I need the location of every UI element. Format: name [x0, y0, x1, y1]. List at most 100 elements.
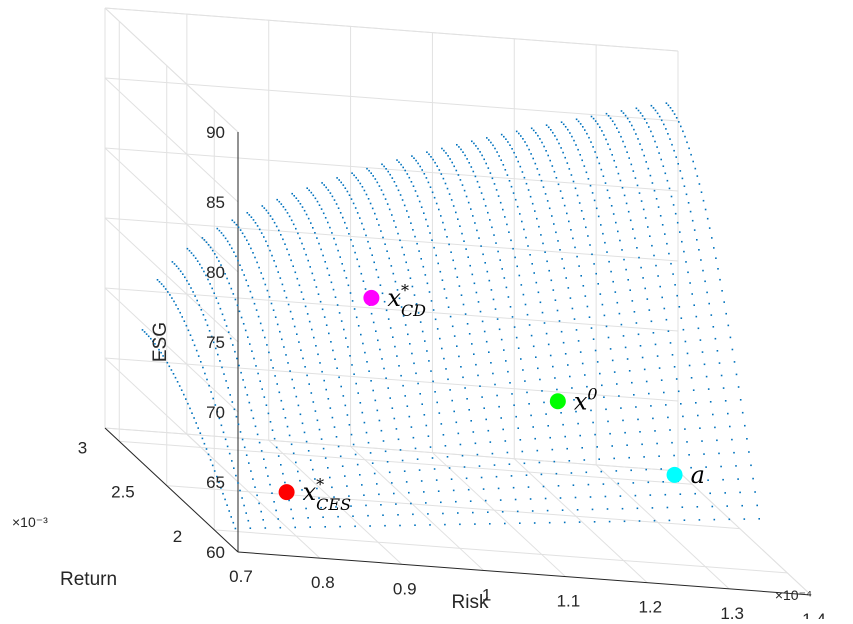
surface-point	[619, 239, 621, 242]
surface-point	[382, 193, 385, 196]
surface-point	[258, 502, 260, 505]
surface-point	[279, 277, 282, 279]
surface-point	[320, 506, 322, 509]
grid-line	[677, 470, 812, 596]
surface-point	[380, 429, 383, 432]
surface-point	[242, 379, 244, 381]
surface-point	[466, 398, 468, 400]
surface-point	[720, 374, 723, 377]
surface-point	[262, 277, 265, 280]
surface-point	[272, 309, 275, 311]
surface-point	[506, 174, 509, 176]
esg-tick-label: 60	[206, 543, 225, 562]
surface-point	[709, 401, 712, 403]
surface-point	[380, 230, 382, 232]
surface-point	[318, 204, 321, 206]
surface-point	[574, 246, 576, 249]
surface-point	[486, 137, 488, 139]
surface-point	[253, 357, 255, 360]
surface-point	[530, 153, 532, 155]
surface-point	[663, 123, 665, 126]
surface-point	[681, 177, 684, 180]
surface-point	[181, 316, 183, 318]
surface-point	[550, 129, 552, 131]
surface-point	[351, 364, 353, 366]
surface-point	[532, 157, 534, 160]
surface-point	[682, 130, 684, 133]
surface-point	[312, 468, 314, 471]
surface-point	[182, 273, 184, 275]
surface-point	[206, 324, 209, 327]
surface-point	[491, 452, 494, 455]
surface-point	[384, 198, 387, 200]
surface-point	[665, 128, 667, 130]
surface-point	[563, 521, 566, 524]
surface-point	[671, 354, 674, 356]
surface-point	[535, 281, 538, 284]
surface-point	[626, 444, 628, 446]
surface-point	[593, 263, 595, 265]
surface-point	[690, 153, 692, 156]
surface-point	[667, 330, 670, 332]
surface-point	[553, 170, 556, 173]
surface-point	[340, 385, 342, 388]
surface-point	[175, 304, 177, 306]
surface-point	[295, 197, 298, 199]
surface-point	[160, 283, 163, 285]
surface-point	[685, 261, 687, 263]
surface-point	[585, 471, 588, 474]
surface-point	[693, 229, 696, 231]
surface-point	[516, 265, 518, 268]
surface-point	[511, 393, 513, 395]
surface-point	[501, 511, 504, 513]
surface-point	[605, 112, 608, 115]
surface-point	[449, 389, 451, 391]
surface-point	[249, 527, 252, 529]
surface-point	[633, 394, 635, 396]
surface-point	[234, 350, 236, 353]
surface-point	[330, 281, 333, 284]
surface-point	[713, 518, 716, 521]
surface-point	[482, 253, 484, 256]
surface-point	[638, 520, 641, 522]
surface-point	[355, 316, 358, 319]
surface-point	[322, 447, 325, 450]
surface-point	[662, 481, 664, 483]
surface-point	[559, 190, 562, 192]
surface-point	[683, 185, 686, 187]
surface-point	[584, 374, 586, 376]
surface-point	[201, 237, 204, 239]
surface-point	[203, 239, 206, 241]
surface-point	[608, 197, 611, 199]
surface-point	[611, 445, 613, 447]
surface-point	[529, 195, 532, 198]
surface-point	[581, 159, 583, 162]
grid-line	[104, 147, 679, 192]
surface-point	[358, 265, 361, 268]
surface-point	[185, 324, 188, 327]
surface-point	[410, 502, 412, 505]
risk-multiplier-label: ×10⁻⁴	[775, 587, 812, 603]
surface-point	[208, 384, 210, 387]
surface-point	[674, 284, 676, 286]
surface-point	[512, 192, 515, 194]
surface-point	[649, 174, 652, 177]
surface-point	[415, 303, 418, 305]
surface-point	[331, 416, 334, 419]
surface-point	[535, 356, 537, 358]
surface-point	[490, 141, 492, 144]
surface-point	[691, 219, 694, 222]
surface-point	[594, 433, 596, 436]
surface-point	[505, 138, 507, 140]
surface-point	[530, 414, 532, 417]
surface-point	[675, 117, 678, 119]
surface-point	[278, 229, 280, 232]
grid-line	[432, 452, 566, 577]
surface-point	[199, 432, 202, 434]
surface-point	[252, 252, 254, 254]
surface-point	[362, 280, 365, 282]
surface-point	[246, 239, 248, 242]
surface-point	[575, 144, 577, 146]
surface-point	[413, 294, 416, 296]
